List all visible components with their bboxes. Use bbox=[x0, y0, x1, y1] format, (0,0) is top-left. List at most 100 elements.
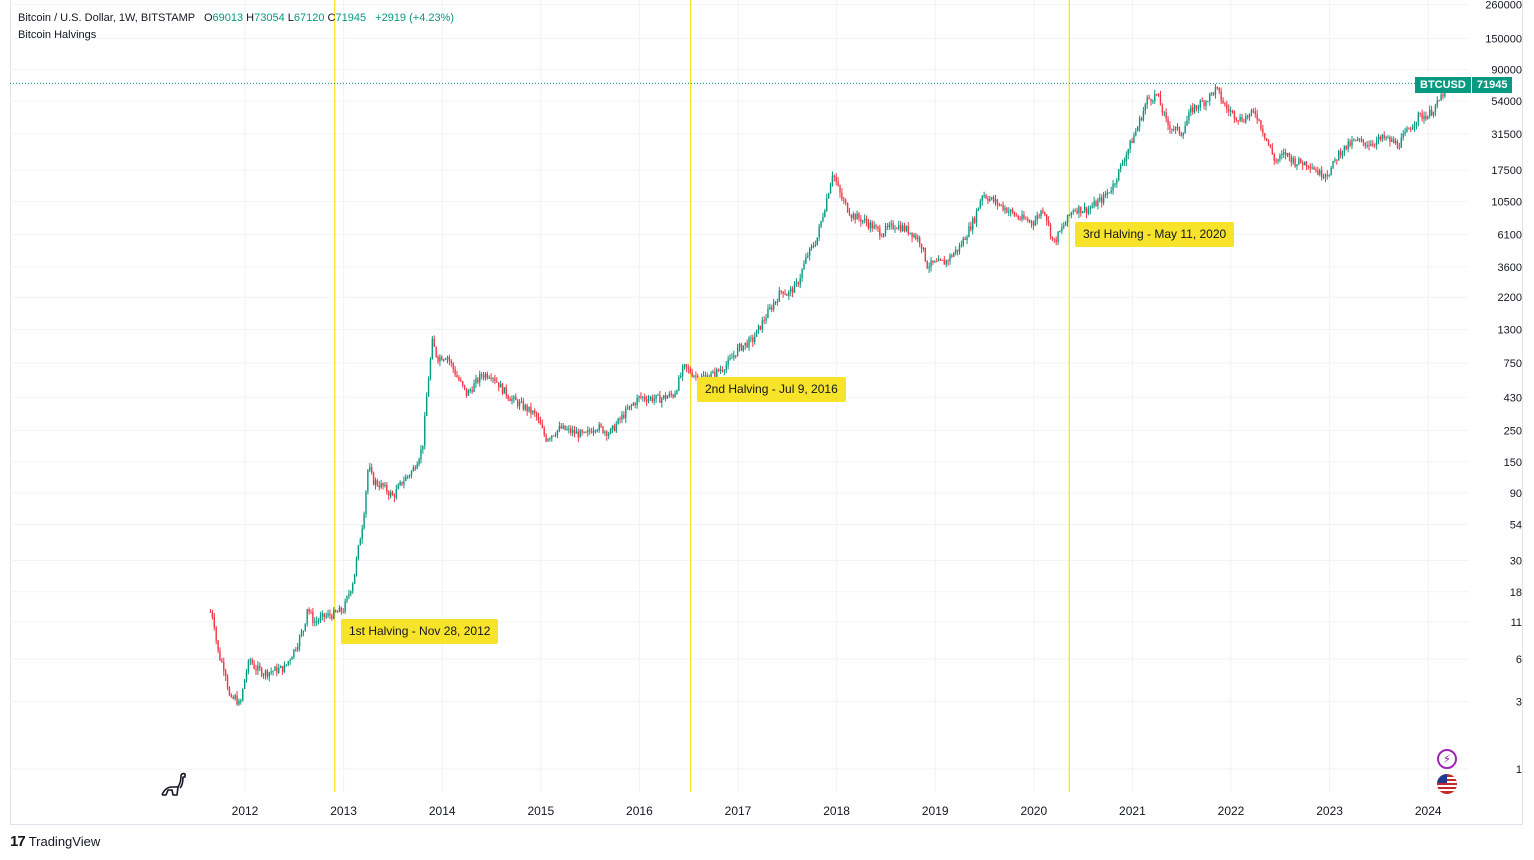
candle-up bbox=[355, 558, 358, 574]
candle-down bbox=[1252, 110, 1255, 112]
candle-up bbox=[649, 397, 652, 399]
candle-down bbox=[752, 337, 754, 342]
candle-down bbox=[759, 325, 762, 330]
candle-up bbox=[1436, 100, 1439, 106]
candle-down bbox=[471, 389, 473, 392]
candle-up bbox=[1082, 211, 1084, 214]
indicator-title[interactable]: Bitcoin Halvings bbox=[18, 29, 97, 41]
candle-up bbox=[674, 393, 676, 398]
candle-down bbox=[837, 181, 839, 186]
candle-down bbox=[951, 255, 953, 257]
lightning-icon[interactable]: ⚡ bbox=[1437, 749, 1457, 769]
candle-up bbox=[1186, 120, 1188, 126]
candle-down bbox=[651, 397, 653, 402]
candle-up bbox=[1417, 112, 1420, 122]
candle-up bbox=[799, 277, 801, 285]
candle-down bbox=[1396, 141, 1399, 148]
candle-up bbox=[264, 670, 267, 675]
candle-down bbox=[1201, 101, 1203, 103]
candle-up bbox=[380, 483, 382, 488]
candle-up bbox=[446, 357, 449, 360]
candle-down bbox=[435, 346, 437, 357]
candle-down bbox=[460, 380, 462, 382]
candle-down bbox=[1203, 101, 1205, 106]
candle-down bbox=[1269, 144, 1272, 148]
candle-up bbox=[1118, 169, 1120, 181]
indicator-legend[interactable]: Bitcoin Halvings bbox=[18, 29, 96, 41]
candle-down bbox=[1148, 97, 1150, 99]
us-flag-icon[interactable] bbox=[1437, 774, 1457, 794]
candle-up bbox=[384, 484, 386, 486]
open-value: 69013 bbox=[212, 12, 244, 24]
tradingview-mark-icon: 17 bbox=[10, 833, 26, 850]
candle-up bbox=[272, 670, 274, 672]
candle-down bbox=[947, 260, 949, 262]
candle-up bbox=[575, 431, 578, 434]
candle-up bbox=[1070, 212, 1073, 216]
candle-up bbox=[418, 459, 420, 465]
candle-up bbox=[1091, 206, 1093, 208]
candle-up bbox=[810, 245, 813, 249]
candle-up bbox=[869, 222, 872, 228]
y-tick-label: 2200 bbox=[1498, 292, 1522, 304]
candle-down bbox=[1216, 87, 1219, 89]
tradingview-logo[interactable]: 17 TradingView bbox=[10, 833, 100, 850]
x-tick-label: 2015 bbox=[527, 804, 554, 818]
candle-up bbox=[1377, 136, 1380, 141]
candle-down bbox=[1313, 167, 1315, 170]
candle-down bbox=[1023, 214, 1025, 219]
candle-down bbox=[541, 424, 544, 428]
candle-down bbox=[211, 611, 214, 618]
candle-up bbox=[625, 408, 627, 419]
candle-down bbox=[1309, 166, 1311, 168]
high-value: 73054 bbox=[254, 12, 285, 24]
candle-up bbox=[723, 370, 726, 372]
candle-up bbox=[1110, 190, 1112, 193]
candle-up bbox=[862, 220, 864, 222]
candle-down bbox=[1358, 139, 1361, 141]
candle-up bbox=[444, 359, 447, 361]
candle-up bbox=[554, 435, 557, 437]
candle-up bbox=[1114, 183, 1116, 185]
candle-up bbox=[901, 225, 904, 232]
candle-down bbox=[414, 467, 416, 469]
candle-up bbox=[1190, 107, 1192, 113]
y-tick-label: 260000 bbox=[1485, 0, 1522, 12]
candle-up bbox=[1423, 116, 1425, 119]
candle-up bbox=[1008, 211, 1010, 213]
candle-down bbox=[1362, 139, 1365, 143]
candle-down bbox=[226, 676, 229, 688]
candle-down bbox=[987, 198, 989, 201]
candle-up bbox=[748, 338, 750, 348]
candle-up bbox=[909, 232, 911, 234]
candle-up bbox=[1034, 220, 1037, 226]
candle-up bbox=[1112, 183, 1114, 191]
candle-up bbox=[1119, 164, 1122, 170]
candle-up bbox=[772, 302, 775, 310]
candle-down bbox=[670, 393, 672, 395]
candle-up bbox=[1319, 170, 1321, 175]
candle-down bbox=[606, 431, 608, 436]
candle-down bbox=[1345, 145, 1347, 149]
candle-up bbox=[676, 390, 678, 394]
candle-down bbox=[780, 290, 782, 292]
candle-up bbox=[431, 338, 434, 359]
symbol-title: Bitcoin / U.S. Dollar, 1W, BITSTAMP bbox=[18, 12, 195, 24]
candle-up bbox=[1040, 210, 1042, 217]
candle-up bbox=[657, 394, 659, 396]
candle-down bbox=[865, 218, 868, 223]
candle-down bbox=[509, 398, 511, 402]
candle-down bbox=[1180, 133, 1183, 136]
candle-up bbox=[774, 301, 777, 303]
candle-up bbox=[680, 375, 682, 378]
candle-down bbox=[1419, 112, 1421, 114]
candle-up bbox=[678, 377, 680, 391]
candle-up bbox=[1229, 110, 1232, 112]
candle-up bbox=[693, 375, 695, 377]
candle-down bbox=[382, 483, 384, 486]
candle-down bbox=[486, 373, 489, 378]
open-label: O bbox=[203, 12, 213, 24]
x-tick-label: 2012 bbox=[232, 804, 259, 818]
dinosaur-icon[interactable] bbox=[158, 770, 188, 800]
